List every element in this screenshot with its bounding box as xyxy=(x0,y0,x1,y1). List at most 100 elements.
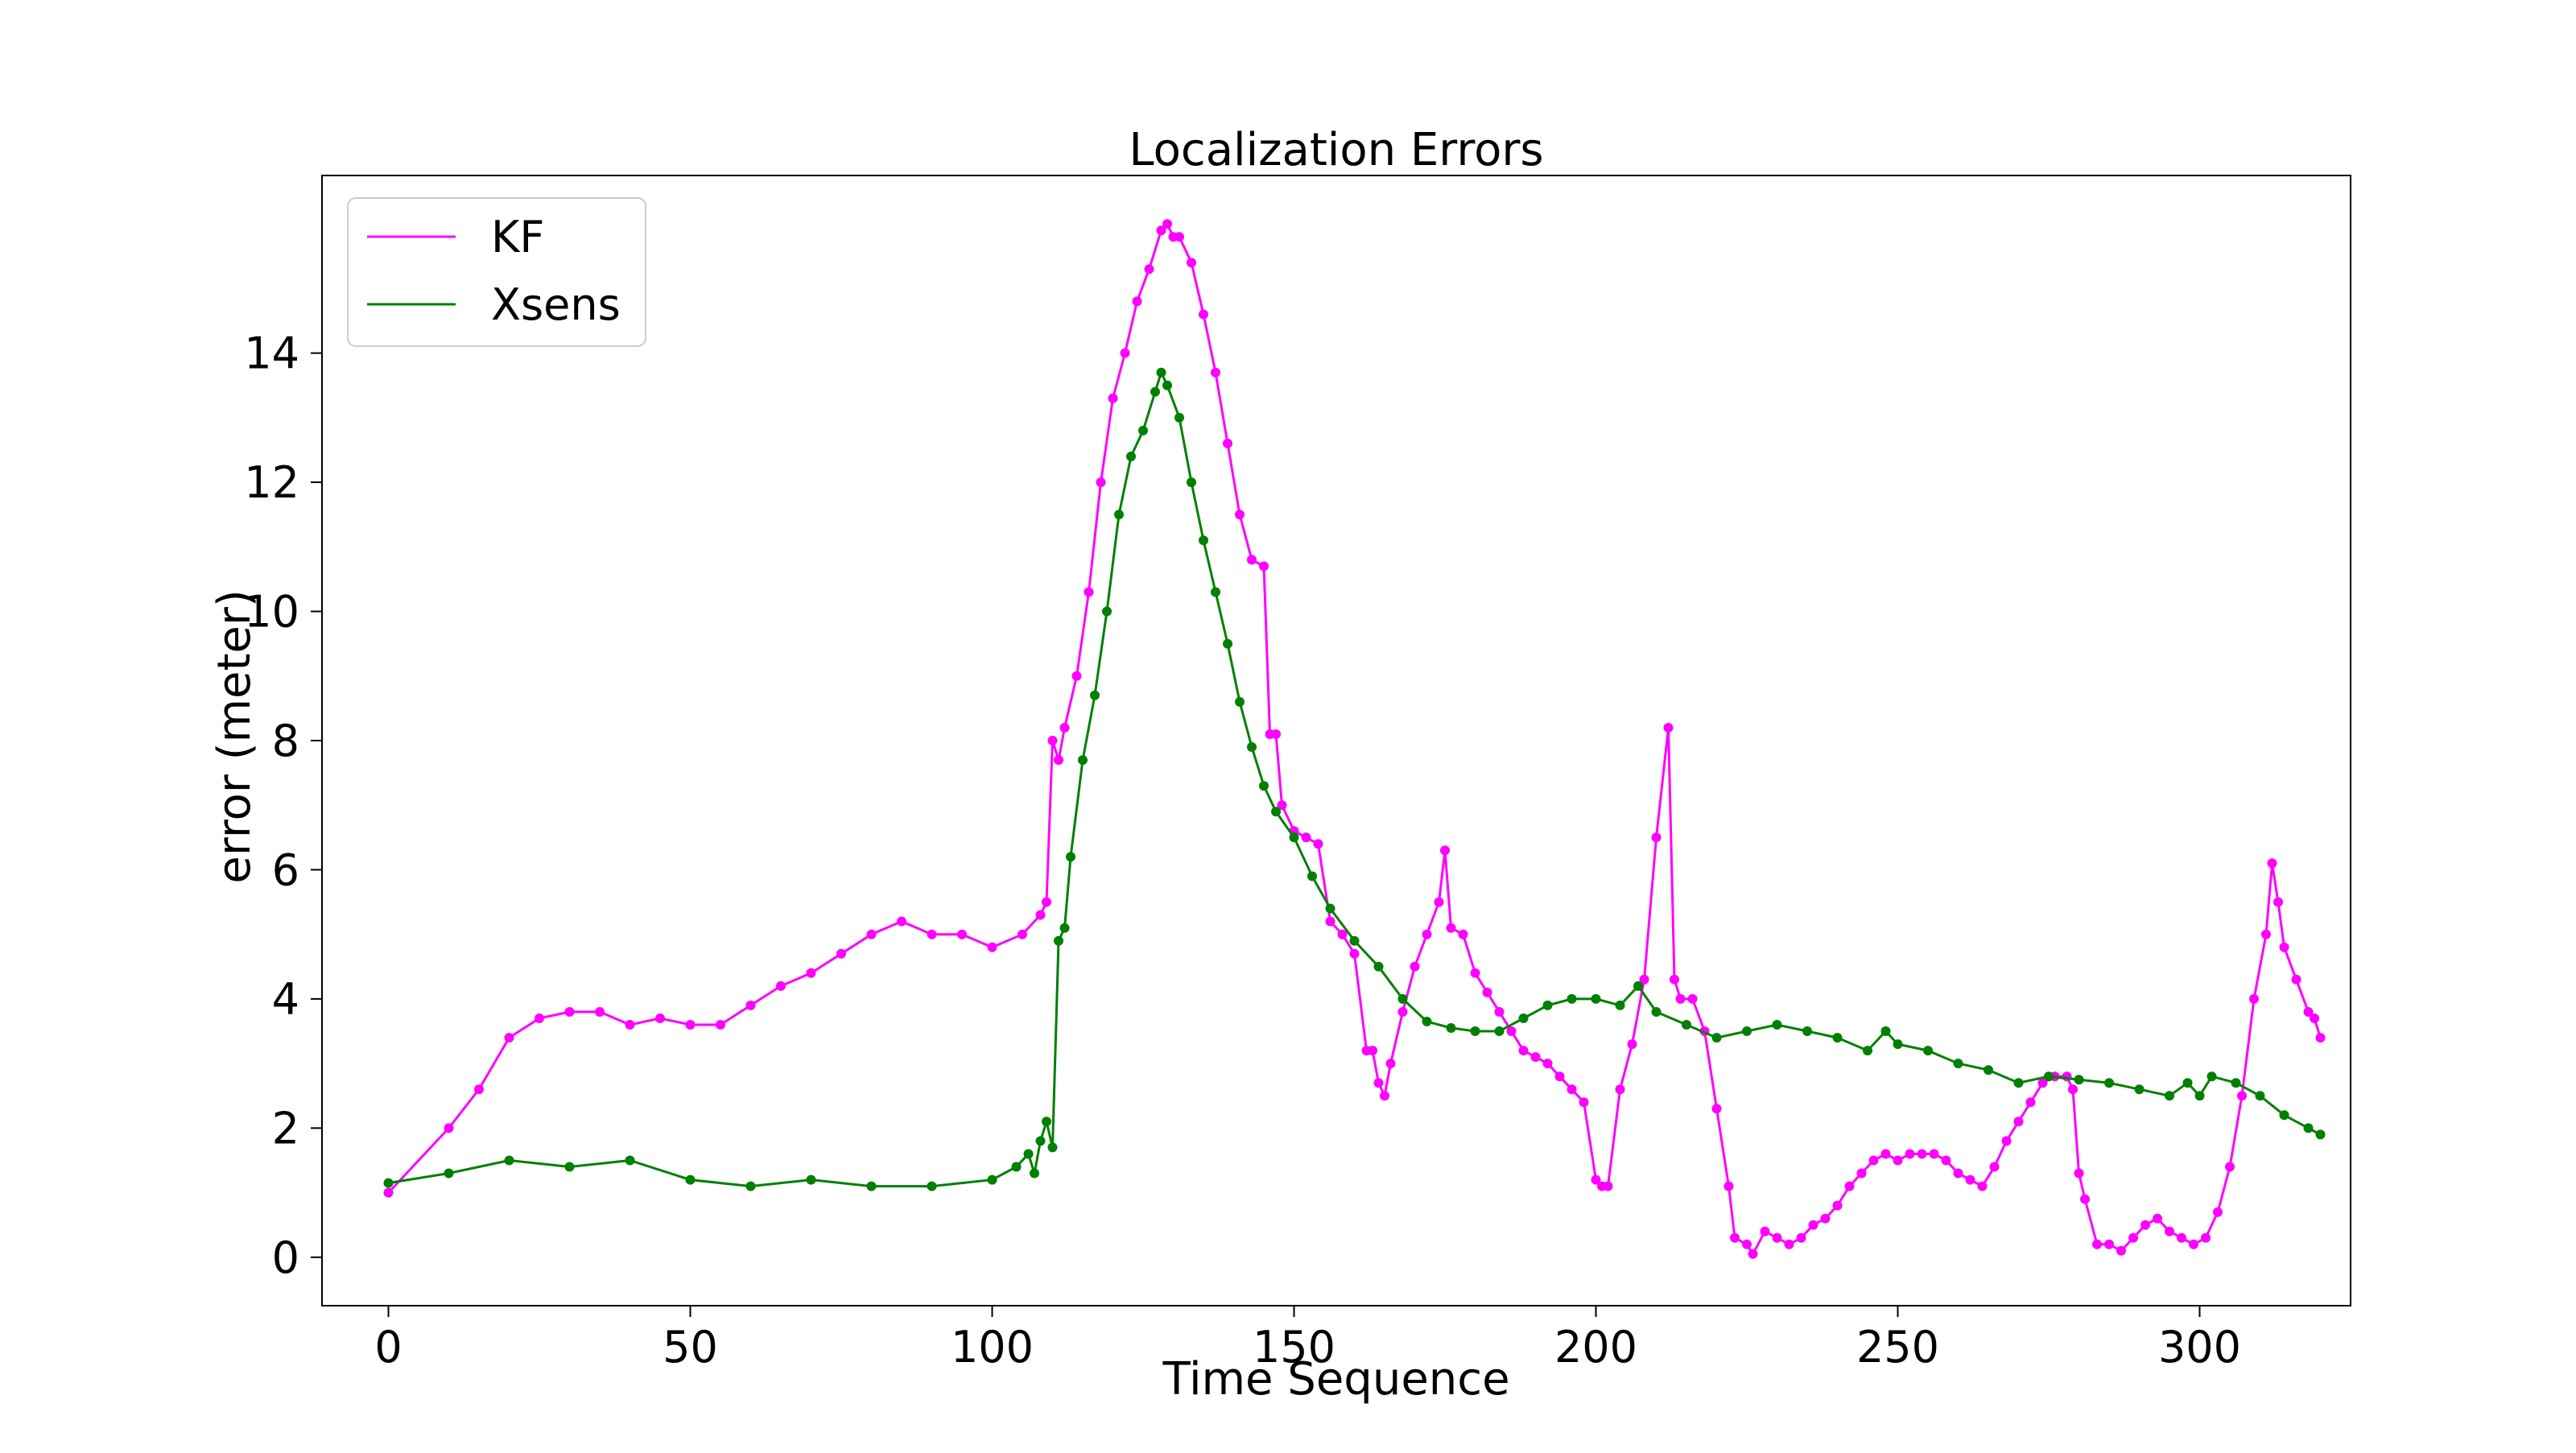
data-point-kf xyxy=(474,1084,484,1095)
data-point-kf xyxy=(1368,1046,1377,1056)
legend: KF Xsens xyxy=(347,197,646,347)
data-point-kf xyxy=(1301,832,1311,843)
data-point-kf xyxy=(1591,1174,1601,1185)
data-point-kf xyxy=(1458,929,1468,939)
y-tick-label: 14 xyxy=(244,328,299,379)
data-point-kf xyxy=(1235,510,1245,520)
chart-title: Localization Errors xyxy=(1129,124,1543,176)
data-point-kf xyxy=(1446,923,1456,933)
x-tick-label: 300 xyxy=(2158,1322,2241,1373)
x-axis-label: Time Sequence xyxy=(1162,1353,1509,1406)
x-tick-label: 100 xyxy=(951,1322,1034,1373)
legend-label-kf: KF xyxy=(491,212,544,262)
data-point-xsens xyxy=(1893,1039,1903,1050)
series-group xyxy=(383,219,2326,1259)
data-point-kf xyxy=(1893,1155,1903,1166)
data-point-xsens xyxy=(1494,1026,1505,1036)
data-point-kf xyxy=(2177,1232,2186,1243)
data-point-xsens xyxy=(1114,510,1124,520)
data-point-kf xyxy=(1748,1249,1758,1259)
data-point-kf xyxy=(1271,729,1281,739)
data-point-kf xyxy=(806,968,816,978)
data-point-kf xyxy=(1337,929,1348,939)
data-point-kf xyxy=(2128,1232,2138,1243)
data-point-xsens xyxy=(1923,1046,1933,1056)
data-point-kf xyxy=(1711,1104,1722,1114)
data-point-xsens xyxy=(1863,1046,1872,1056)
data-point-xsens xyxy=(2231,1078,2241,1088)
data-point-xsens xyxy=(1542,1000,1553,1010)
data-point-kf xyxy=(2001,1136,2012,1146)
data-point-kf xyxy=(1144,264,1154,275)
data-point-kf xyxy=(1035,910,1046,920)
data-point-xsens xyxy=(2279,1110,2289,1121)
data-point-kf xyxy=(2225,1162,2235,1172)
data-point-kf xyxy=(2303,1007,2314,1017)
data-point-kf xyxy=(1844,1181,1855,1191)
data-point-kf xyxy=(1440,845,1450,856)
data-point-xsens xyxy=(1138,425,1148,435)
y-tick-label: 12 xyxy=(244,457,299,508)
data-point-kf xyxy=(535,1013,544,1023)
data-point-kf xyxy=(1247,555,1257,565)
data-point-kf xyxy=(444,1123,454,1133)
data-point-xsens xyxy=(564,1162,575,1172)
data-point-kf xyxy=(2068,1084,2078,1095)
data-point-xsens xyxy=(1567,993,1577,1004)
data-point-kf xyxy=(1162,219,1172,229)
data-point-kf xyxy=(1059,723,1070,733)
data-point-xsens xyxy=(1832,1033,1843,1043)
data-point-xsens xyxy=(1651,1007,1662,1017)
data-point-kf xyxy=(1199,309,1208,320)
data-point-kf xyxy=(2080,1194,2090,1204)
data-point-kf xyxy=(1211,367,1220,378)
data-point-kf xyxy=(1603,1181,1613,1191)
data-point-kf xyxy=(1579,1097,1589,1108)
data-point-kf xyxy=(1470,968,1480,978)
data-point-kf xyxy=(1542,1059,1553,1069)
data-point-kf xyxy=(2310,1013,2319,1023)
data-point-kf xyxy=(2140,1220,2150,1230)
data-point-kf xyxy=(1422,929,1432,939)
data-point-kf xyxy=(1325,916,1335,927)
data-point-xsens xyxy=(1030,1168,1039,1178)
data-point-kf xyxy=(2291,974,2301,984)
data-point-xsens xyxy=(1059,923,1070,933)
data-point-xsens xyxy=(2207,1071,2217,1082)
data-point-kf xyxy=(2261,929,2271,939)
data-point-kf xyxy=(1808,1220,1818,1230)
data-point-xsens xyxy=(1880,1026,1891,1036)
data-point-xsens xyxy=(1223,638,1232,649)
data-point-kf xyxy=(1868,1155,1879,1166)
y-tick-label: 10 xyxy=(244,587,299,638)
data-point-xsens xyxy=(927,1181,937,1191)
data-point-xsens xyxy=(625,1155,635,1166)
data-point-kf xyxy=(1670,974,1679,984)
data-point-xsens xyxy=(1042,1117,1051,1127)
data-point-kf xyxy=(2025,1097,2036,1108)
data-point-kf xyxy=(685,1020,696,1030)
data-point-kf xyxy=(2104,1239,2114,1249)
data-point-xsens xyxy=(1011,1162,1022,1172)
data-point-kf xyxy=(1530,1052,1541,1063)
y-axis-label: error (meter) xyxy=(208,589,261,884)
data-point-kf xyxy=(1567,1084,1577,1095)
data-point-xsens xyxy=(1307,871,1317,881)
data-point-xsens xyxy=(866,1181,877,1191)
data-point-kf xyxy=(1108,393,1118,403)
data-point-kf xyxy=(1174,232,1184,242)
data-point-kf xyxy=(1856,1168,1867,1178)
data-point-kf xyxy=(1518,1046,1529,1056)
data-point-xsens xyxy=(1591,993,1601,1004)
data-point-kf xyxy=(1724,1181,1734,1191)
y-tick-label: 4 xyxy=(272,974,299,1025)
data-point-kf xyxy=(1639,974,1649,984)
data-point-kf xyxy=(2267,858,2277,869)
series-xsens xyxy=(383,367,2326,1191)
data-point-kf xyxy=(1223,438,1232,448)
data-point-kf xyxy=(564,1007,575,1017)
data-point-kf xyxy=(745,1000,756,1010)
data-point-kf xyxy=(1989,1162,2000,1172)
data-point-xsens xyxy=(1199,535,1208,546)
